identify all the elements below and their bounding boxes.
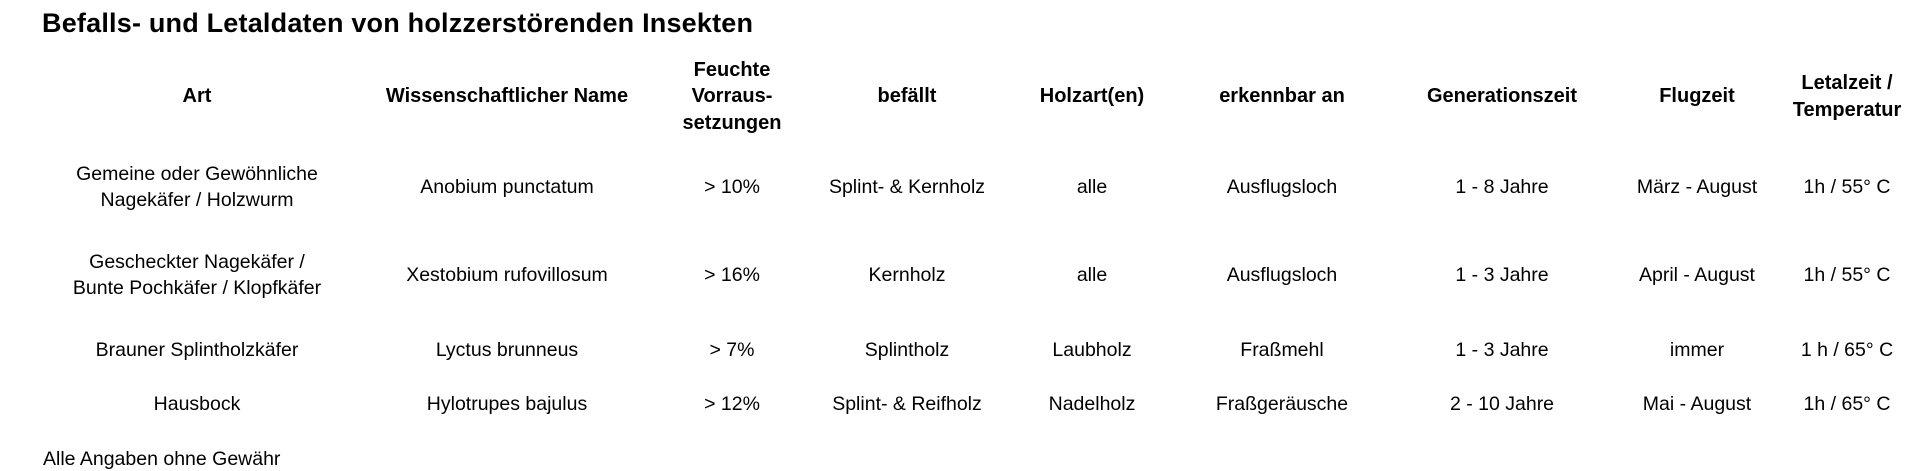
cell-flugzeit: immer [1669,339,1725,362]
cell-generationszeit: 1 - 3 Jahre [1455,339,1549,362]
cell-wissenschaftlicher-name: Anobium punctatum [420,176,594,199]
cell-erkennbar-an: Fraßmehl [1240,339,1324,362]
cell-generationszeit: 1 - 3 Jahre [1455,264,1549,287]
col-header-letalzeit-line1: Letalzeit / [1801,72,1893,95]
cell-art: Brauner Splintholzkäfer [95,339,299,362]
cell-erkennbar-an: Fraßgeräusche [1215,393,1349,416]
cell-holzart: Nadelholz [1048,393,1136,416]
cell-letalzeit: 1h / 65° C [1803,393,1891,416]
col-header-feuchte-line3: setzungen [682,111,782,134]
table-row-gescheckter-nagekaefer: Gescheckter Nagekäfer / Bunte Pochkäfer … [42,232,1912,320]
col-header-feuchte-line2: Vorraus- [691,85,773,108]
cell-letalzeit: 1h / 55° C [1803,264,1891,287]
cell-art-line1: Gemeine oder Gewöhnliche [76,163,318,186]
insect-data-table: Art Wissenschaftlicher Name Feuchte Vorr… [42,49,1912,428]
cell-art-line1: Gescheckter Nagekäfer / [89,251,305,274]
cell-befaellt: Splintholz [864,339,950,362]
table-row-gemeine-nagekaefer: Gemeine oder Gewöhnliche Nagekäfer / Hol… [42,144,1912,232]
cell-feuchte: > 10% [704,176,760,199]
cell-feuchte: > 7% [709,339,755,362]
col-header-erkennbar-an: erkennbar an [1219,85,1345,108]
col-header-wissenschaftlicher-name: Wissenschaftlicher Name [385,85,629,108]
cell-generationszeit: 2 - 10 Jahre [1449,393,1555,416]
col-header-feuchte-line1: Feuchte [693,58,771,81]
col-header-holzart: Holzart(en) [1039,85,1145,108]
cell-art: Hausbock [153,393,241,416]
cell-generationszeit: 1 - 8 Jahre [1455,176,1549,199]
col-header-generationszeit: Generationszeit [1426,85,1578,108]
header-row: Art Wissenschaftlicher Name Feuchte Vorr… [42,49,1912,144]
cell-wissenschaftlicher-name: Hylotrupes bajulus [426,393,588,416]
col-header-art: Art [182,85,212,108]
table-row-splintholzkaefer: Brauner Splintholzkäfer Lyctus brunneus … [42,320,1912,382]
cell-holzart: Laubholz [1052,339,1132,362]
cell-flugzeit: April - August [1639,264,1755,287]
col-header-letalzeit-line2: Temperatur [1792,98,1902,121]
cell-art-line2: Nagekäfer / Holzwurm [100,189,294,211]
footer-note: Alle Angaben ohne Gewähr [43,448,281,470]
cell-erkennbar-an: Ausflugsloch [1226,176,1338,199]
col-header-befaellt: befällt [877,85,937,108]
page-title: Befalls- und Letaldaten von holzzerstöre… [42,8,754,38]
col-header-feuchte: Feuchte Vorraus- setzungen [662,49,802,144]
cell-erkennbar-an: Ausflugsloch [1226,264,1338,287]
cell-flugzeit: Mai - August [1642,393,1752,416]
cell-wissenschaftlicher-name: Lyctus brunneus [435,339,579,362]
cell-holzart: alle [1076,264,1108,287]
cell-befaellt: Splint- & Kernholz [828,176,986,199]
cell-feuchte: > 16% [704,264,760,287]
cell-feuchte: > 12% [704,393,760,416]
cell-flugzeit: März - August [1636,176,1758,199]
cell-letalzeit: 1 h / 65° C [1800,339,1894,362]
cell-befaellt: Kernholz [868,264,946,287]
col-header-flugzeit: Flugzeit [1659,85,1735,108]
cell-letalzeit: 1h / 55° C [1803,176,1891,199]
cell-art: Gescheckter Nagekäfer / Bunte Pochkäfer … [42,232,352,320]
cell-befaellt: Splint- & Reifholz [832,393,982,416]
table-row-hausbock: Hausbock Hylotrupes bajulus > 12% Splint… [42,382,1912,428]
cell-holzart: alle [1076,176,1108,199]
cell-art: Gemeine oder Gewöhnliche Nagekäfer / Hol… [42,144,352,232]
cell-wissenschaftlicher-name: Xestobium rufovillosum [406,264,608,287]
col-header-letalzeit: Letalzeit / Temperatur [1782,49,1912,144]
cell-art-line2: Bunte Pochkäfer / Klopfkäfer [72,277,322,299]
